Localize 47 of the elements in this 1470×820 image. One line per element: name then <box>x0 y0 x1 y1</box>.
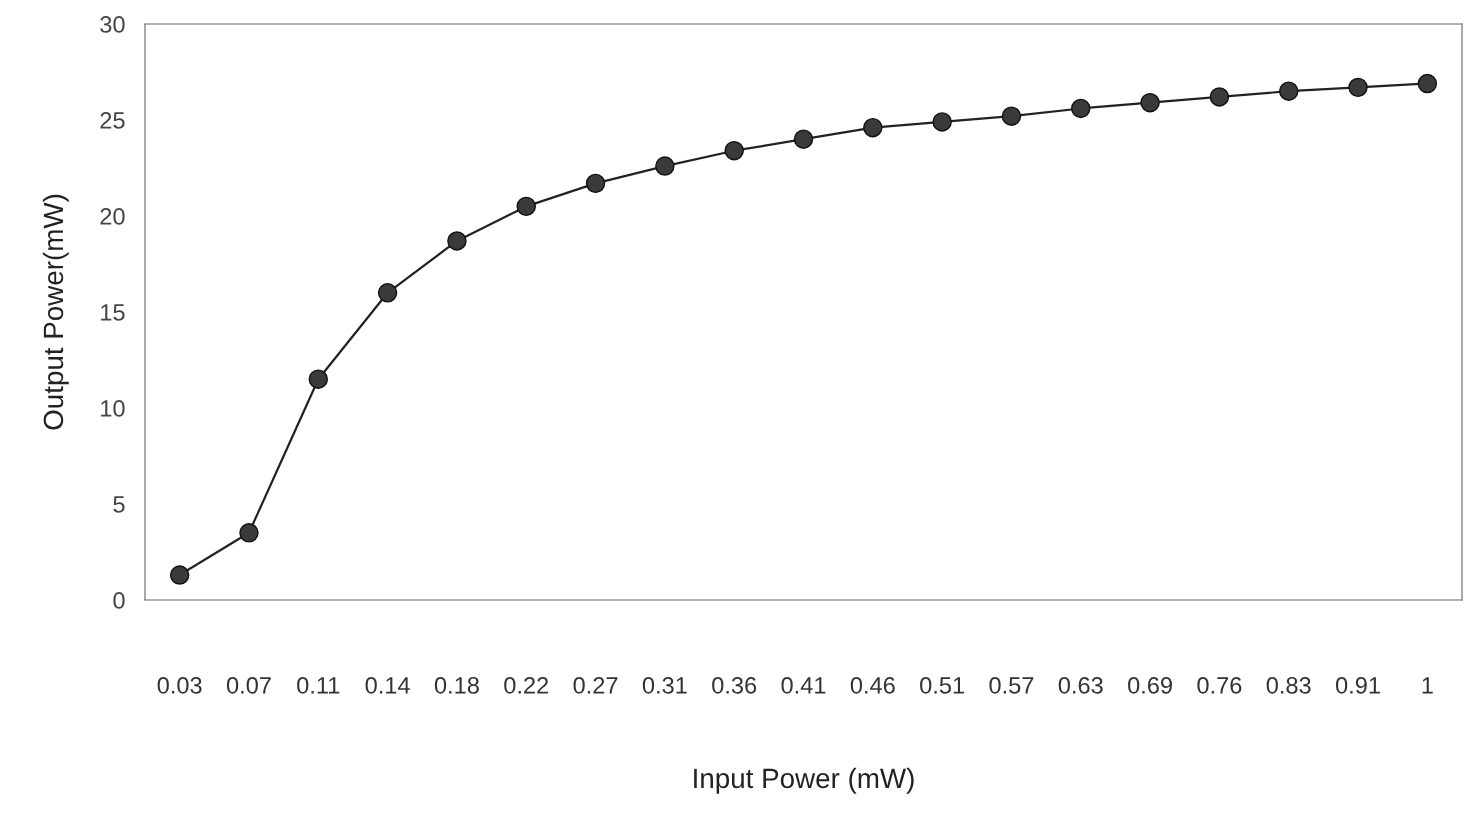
x-tick-label: 0.14 <box>365 677 410 694</box>
x-tick-label: 0.11 <box>297 677 340 694</box>
point <box>1209 87 1230 107</box>
x-tick-label: 0.03 <box>157 677 202 694</box>
y-tick-label: 10 <box>101 400 125 417</box>
x-tick-label: 0.18 <box>434 677 479 694</box>
point <box>308 369 329 389</box>
point <box>1140 92 1160 113</box>
x-tick-label: 0.36 <box>712 677 757 694</box>
x-tick-label: 0.41 <box>781 677 826 694</box>
point <box>377 283 398 303</box>
x-axis-title: Input Power (mW) <box>694 767 914 794</box>
point <box>724 140 744 161</box>
point <box>863 117 883 138</box>
x-tick-label: 0.27 <box>573 677 618 694</box>
point <box>1278 81 1299 101</box>
y-tick-label: 5 <box>113 496 125 513</box>
y-tick-label: 0 <box>113 592 125 609</box>
x-tick-label: 0.31 <box>642 677 687 694</box>
point <box>1001 106 1022 126</box>
x-tick-label: 0.51 <box>920 677 964 694</box>
point <box>169 565 190 585</box>
x-tick-label: 0.83 <box>1266 677 1311 694</box>
x-tick-label: 0.63 <box>1058 677 1103 694</box>
point <box>447 231 467 251</box>
y-tick-label: 15 <box>101 304 125 321</box>
x-tick-label: 0.07 <box>226 677 271 694</box>
x-tick-label: 0.76 <box>1197 677 1242 694</box>
point <box>239 523 259 543</box>
point <box>1071 98 1091 119</box>
x-tick-label: 0.46 <box>850 677 895 694</box>
x-tick-label: 0.69 <box>1128 677 1172 694</box>
y-tick-label: 25 <box>100 112 125 129</box>
y-tick-label: 30 <box>100 16 125 33</box>
point <box>932 112 952 132</box>
point <box>1348 77 1368 98</box>
x-tick-label: 0.22 <box>504 677 549 694</box>
x-tick-label: 1 <box>1422 677 1433 694</box>
point <box>516 196 536 217</box>
x-tick-label: 0.91 <box>1335 677 1380 694</box>
point <box>793 129 814 149</box>
point <box>655 156 675 176</box>
point <box>1417 73 1438 94</box>
point <box>585 173 606 194</box>
x-tick-label: 0.57 <box>989 677 1034 694</box>
y-axis-title: Output Power(mW) <box>42 194 69 430</box>
y-tick-label: 20 <box>100 208 125 225</box>
